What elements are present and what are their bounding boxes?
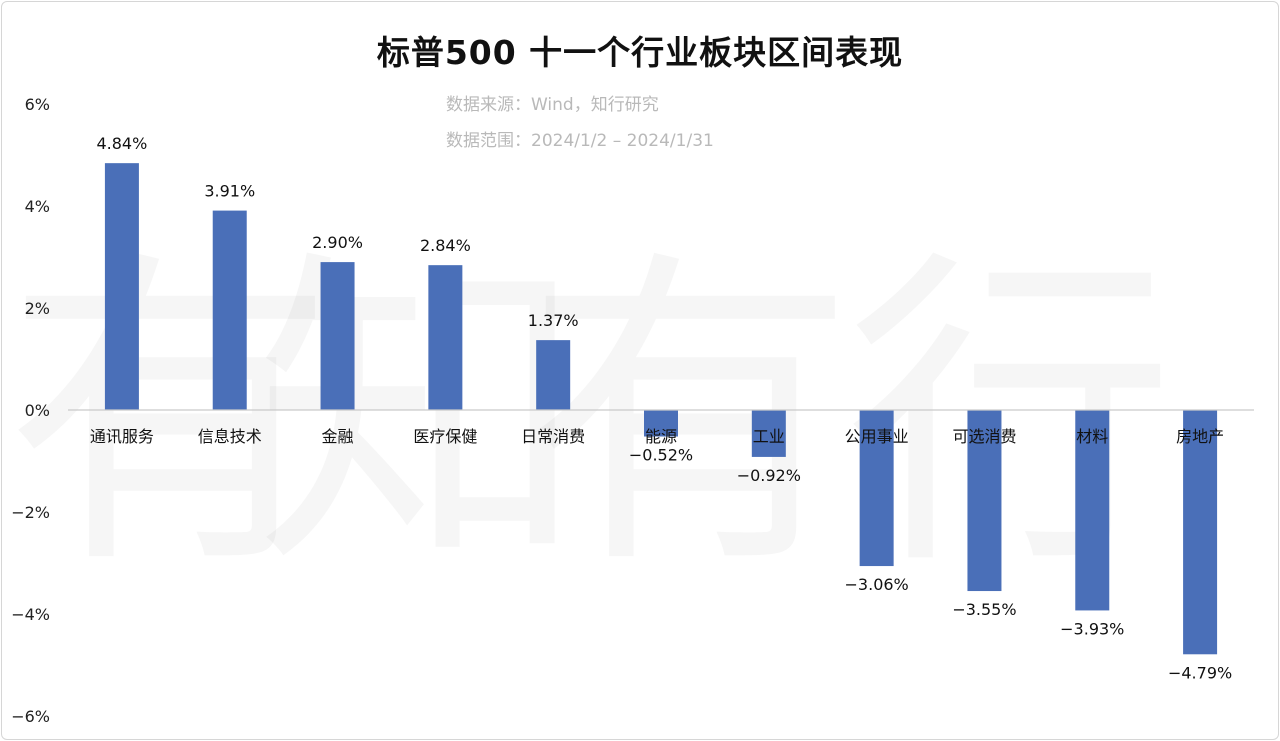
value-label: −3.06%: [845, 575, 909, 594]
bar: [751, 410, 786, 457]
bar: [428, 265, 463, 410]
bar: [859, 410, 894, 567]
y-tick-label: −6%: [11, 707, 50, 726]
bar: [536, 340, 571, 410]
y-tick-label: −4%: [11, 605, 50, 624]
category-label: 工业: [753, 427, 785, 446]
value-label: −0.52%: [629, 446, 693, 465]
bar: [212, 210, 247, 410]
value-label: 2.84%: [420, 236, 471, 255]
bar: [967, 410, 1002, 592]
category-label: 公用事业: [845, 427, 909, 446]
category-label: 通讯服务: [90, 427, 154, 446]
watermark-char: 有: [525, 224, 855, 608]
category-label: 日常消费: [521, 427, 585, 446]
value-label: −3.93%: [1060, 619, 1124, 638]
chart-title: 标普500 十一个行业板块区间表现: [376, 33, 904, 72]
bar: [1183, 410, 1218, 655]
bars: [104, 163, 1218, 655]
category-label: 可选消费: [952, 427, 1016, 446]
y-axis: 6% 4% 2% 0% −2% −4% −6%: [11, 95, 50, 726]
value-label: 3.91%: [204, 182, 255, 201]
value-label: 4.84%: [96, 134, 147, 153]
y-tick-label: 2%: [25, 299, 50, 318]
watermark-char: 行: [845, 224, 1175, 608]
category-label: 信息技术: [198, 427, 262, 446]
category-label: 房地产: [1176, 427, 1224, 446]
y-tick-label: 4%: [25, 197, 50, 216]
bar: [104, 163, 139, 410]
category-label: 医疗保健: [413, 427, 477, 446]
category-label: 金融: [322, 427, 354, 446]
value-label: −4.79%: [1168, 663, 1232, 682]
value-label: 2.90%: [312, 233, 363, 252]
bar: [644, 410, 678, 437]
category-label: 材料: [1076, 427, 1108, 446]
value-label: −3.55%: [952, 600, 1016, 619]
bar: [320, 262, 355, 410]
chart-subtitle-source: 数据来源：Wind，知行研究: [446, 95, 659, 115]
category-label: 能源: [645, 427, 677, 446]
y-tick-label: 0%: [25, 401, 50, 420]
value-label: 1.37%: [528, 311, 579, 330]
y-tick-label: −2%: [11, 503, 50, 522]
category-labels: 通讯服务 信息技术 金融 医疗保健 日常消费 能源 工业 公用事业 可选消费 材料 房地产: [90, 427, 1224, 446]
y-tick-label: 6%: [25, 95, 50, 114]
chart-subtitle-range: 数据范围：2024/1/2 – 2024/1/31: [446, 131, 714, 151]
value-label: −0.92%: [737, 466, 801, 485]
bar: [1075, 410, 1110, 611]
value-labels: 4.84% 3.91% 2.90% 2.84% 1.37% −0.52% −0.92% −3.…: [96, 134, 1232, 682]
